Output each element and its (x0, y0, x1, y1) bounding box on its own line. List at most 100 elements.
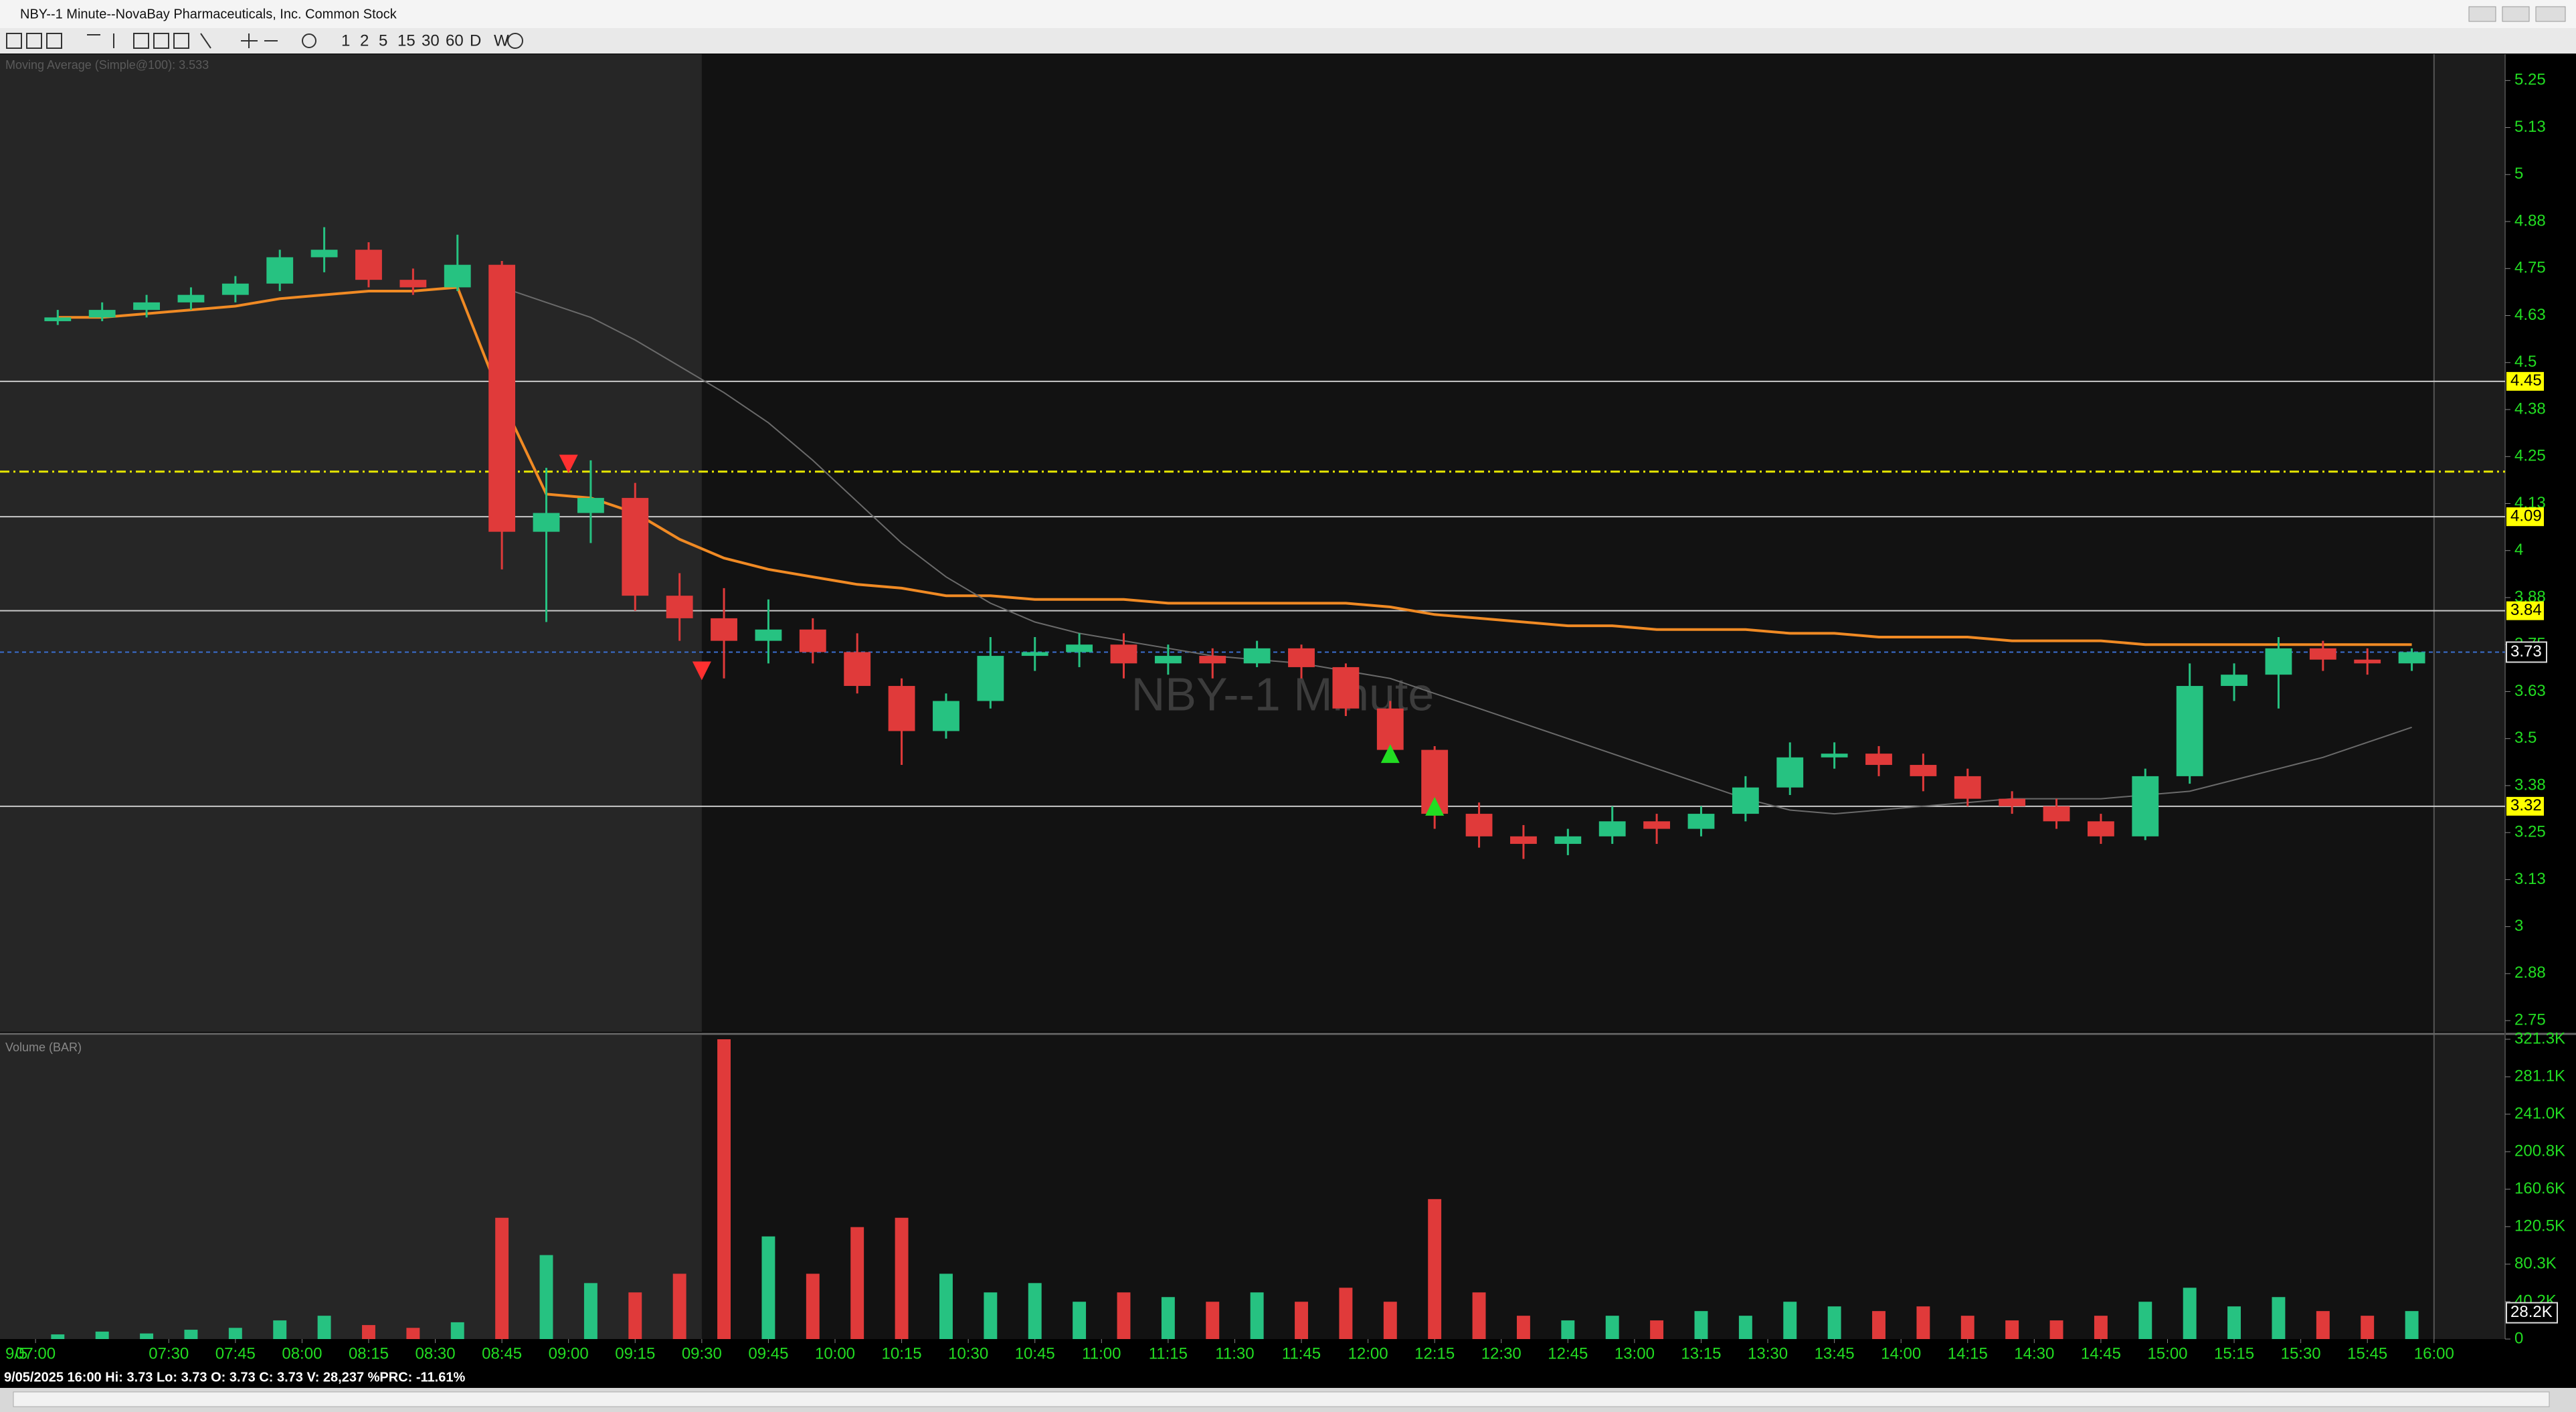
volume-bar (2183, 1288, 2197, 1339)
x-tick-label: 09:45 (748, 1344, 788, 1362)
volume-tick-label: 281.1K (2514, 1067, 2565, 1085)
last-price-box (2506, 641, 2547, 663)
tool-icon[interactable] (200, 33, 211, 49)
x-tick-label: 14:15 (1948, 1344, 1988, 1362)
volume-bar (317, 1316, 331, 1339)
volume-last-box (2506, 1302, 2558, 1324)
tool-icon[interactable] (302, 33, 316, 48)
volume-bar (1028, 1283, 1042, 1339)
candle-body (177, 294, 205, 302)
tool-icon[interactable] (133, 33, 149, 49)
y-tick-label: 5.13 (2514, 118, 2546, 136)
volume-tick-label: 321.3K (2514, 1029, 2565, 1047)
date-label: 9/5 (5, 1344, 27, 1362)
volume-bar (628, 1292, 642, 1339)
volume-bar (140, 1333, 154, 1339)
volume-bar (362, 1325, 375, 1339)
period-button[interactable]: 2 (360, 31, 369, 50)
candle-body (399, 280, 427, 288)
tool-icon[interactable] (507, 33, 523, 49)
volume-bar (539, 1255, 553, 1339)
volume-bar (1872, 1311, 1885, 1339)
candle-body (88, 310, 116, 318)
tool-icon[interactable] (173, 33, 189, 49)
x-tick-label: 11:30 (1215, 1344, 1254, 1362)
volume-bar (1694, 1311, 1708, 1339)
x-tick-label: 10:30 (948, 1344, 988, 1362)
tool-icon[interactable] (6, 33, 22, 49)
x-tick-label: 16:00 (2414, 1344, 2454, 1362)
level-label-box (2506, 507, 2544, 527)
y-tick-label: 3.13 (2514, 870, 2546, 888)
x-tick-label: 13:15 (1681, 1344, 1721, 1362)
scrollbar-thumb[interactable] (13, 1391, 2550, 1407)
level-label: 4.09 (2510, 507, 2542, 525)
x-tick-label: 10:45 (1015, 1344, 1055, 1362)
volume-last-label: 28.2K (2510, 1303, 2553, 1321)
tool-icon[interactable] (26, 33, 42, 49)
candle-body (1376, 708, 1404, 750)
candle-body (977, 656, 1004, 701)
period-button[interactable]: 1 (341, 31, 350, 50)
candle-body (1243, 648, 1271, 664)
period-button[interactable]: 15 (397, 31, 416, 50)
candle-body (133, 302, 160, 311)
window-title: NBY--1 Minute--NovaBay Pharmaceuticals, … (20, 7, 397, 21)
x-tick-label: 08:30 (416, 1344, 456, 1362)
x-tick-label: 09:15 (615, 1344, 655, 1362)
volume-bar (717, 1039, 731, 1339)
candle-body (1021, 652, 1048, 656)
volume-bar (2361, 1316, 2375, 1339)
candle-body (2132, 776, 2159, 836)
status-bar (0, 1369, 2576, 1387)
tool-icon[interactable] (153, 33, 169, 49)
toolbar (0, 28, 2576, 54)
x-tick-label: 07:30 (149, 1344, 189, 1362)
volume-tick-label: 0 (2514, 1329, 2523, 1347)
y-tick-label: 4 (2514, 541, 2523, 559)
toolbar-icons (6, 33, 523, 49)
y-tick-label: 4.75 (2514, 259, 2546, 277)
x-tick-label: 09:30 (682, 1344, 722, 1362)
candle-body (1999, 798, 2026, 806)
signal-marker (559, 454, 578, 474)
volume-bar (1206, 1302, 1220, 1339)
period-buttons: 1 2 5 15 30 60 D W (341, 31, 509, 50)
y-tick-label: 5 (2514, 165, 2523, 183)
volume-bar (2405, 1311, 2419, 1339)
x-tick-label: 12:30 (1481, 1344, 1522, 1362)
candle-body (666, 596, 693, 618)
level-label: 3.84 (2510, 601, 2542, 619)
volume-bar (1117, 1292, 1131, 1339)
signal-marker (692, 661, 711, 681)
volume-bar (273, 1320, 287, 1339)
volume-bar (672, 1273, 686, 1339)
y-tick-label: 3.5 (2514, 729, 2537, 747)
period-button[interactable]: D (470, 31, 481, 50)
period-button[interactable]: W (494, 31, 509, 50)
y-tick-label: 5.25 (2514, 71, 2546, 89)
y-tick-label: 3.25 (2514, 823, 2546, 841)
volume-bar (1295, 1302, 1308, 1339)
tool-icon[interactable] (46, 33, 62, 49)
y-tick-label: 3.63 (2514, 682, 2546, 700)
candle-body (933, 701, 959, 731)
x-tick-label: 11:00 (1082, 1344, 1121, 1362)
volume-bar (895, 1217, 909, 1339)
minimize-button[interactable] (2468, 6, 2496, 22)
close-button[interactable] (2535, 6, 2566, 22)
level-label-box (2506, 796, 2544, 816)
period-button[interactable]: 60 (446, 31, 464, 50)
volume-bar (495, 1217, 509, 1339)
indicator-line (58, 286, 2412, 646)
candle-body (1110, 644, 1137, 664)
y-tick-label: 3.38 (2514, 776, 2546, 794)
maximize-button[interactable] (2502, 6, 2530, 22)
volume-bar (51, 1334, 65, 1339)
candle-body (2398, 652, 2425, 664)
candle-body (755, 629, 782, 641)
period-button[interactable]: 5 (379, 31, 387, 50)
volume-bar (1605, 1316, 1619, 1339)
period-button[interactable]: 30 (422, 31, 440, 50)
candle-body (1954, 776, 1981, 799)
